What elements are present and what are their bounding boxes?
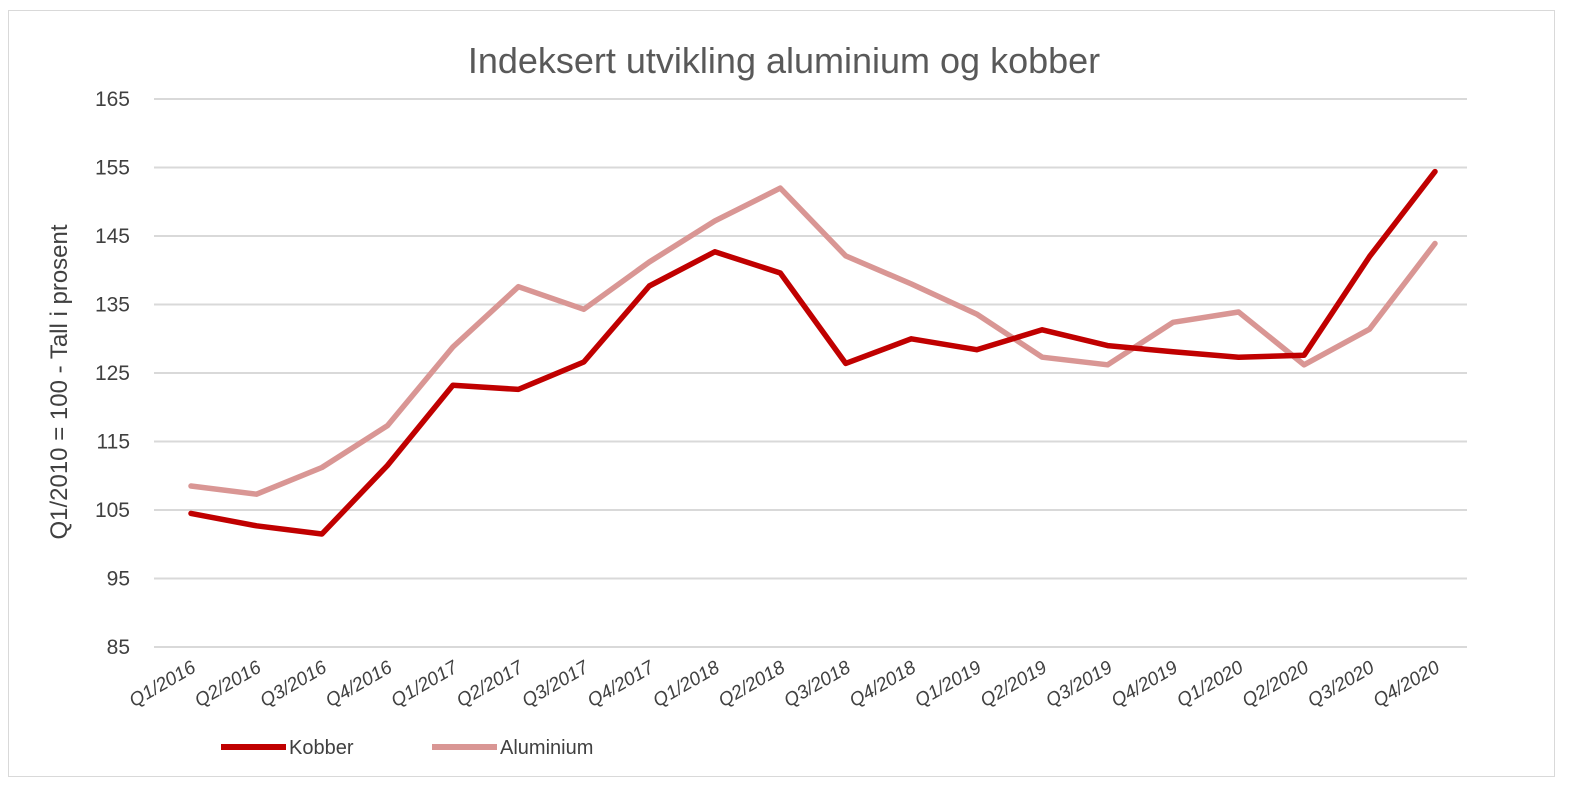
- y-tick-label: 165: [95, 88, 130, 111]
- x-tick-label: Q3/2020: [1304, 657, 1378, 712]
- x-tick-label: Q3/2019: [1042, 657, 1116, 712]
- legend-label-kobber: Kobber: [289, 737, 354, 759]
- x-tick-label: Q1/2018: [650, 657, 724, 712]
- chart-title: Indeksert utvikling aluminium og kobber: [468, 40, 1100, 81]
- y-axis-ticks: 165 155 145 135 125 115 105 95 85: [95, 88, 130, 659]
- x-tick-label: Q2/2018: [715, 657, 789, 712]
- line-chart: Indeksert utvikling aluminium og kobber …: [46, 40, 1467, 759]
- x-tick-label: Q4/2019: [1108, 657, 1182, 712]
- x-tick-label: Q3/2016: [257, 657, 331, 712]
- y-tick-label: 125: [95, 362, 130, 385]
- series-line-aluminium: [188, 185, 1438, 497]
- y-tick-label: 85: [107, 636, 130, 659]
- y-tick-label: 95: [107, 568, 130, 591]
- y-axis-title: Q1/2010 = 100 - Tall i prosent: [46, 224, 73, 539]
- x-tick-label: Q2/2019: [977, 657, 1051, 712]
- series-line-kobber: [188, 168, 1438, 537]
- series-lines: [188, 168, 1438, 537]
- x-tick-label: Q2/2017: [453, 656, 528, 711]
- x-tick-label: Q3/2017: [519, 656, 594, 711]
- legend-label-aluminium: Aluminium: [500, 737, 593, 759]
- x-axis-ticks: Q1/2016Q2/2016Q3/2016Q4/2016Q1/2017Q2/20…: [126, 656, 1444, 711]
- x-tick-label: Q1/2016: [126, 657, 200, 712]
- y-tick-label: 145: [95, 225, 130, 248]
- x-tick-label: Q1/2017: [388, 656, 463, 711]
- chart-frame: Indeksert utvikling aluminium og kobber …: [8, 10, 1555, 777]
- x-tick-label: Q4/2017: [584, 656, 659, 711]
- x-tick-label: Q2/2020: [1239, 657, 1313, 712]
- gridlines: [154, 98, 1467, 648]
- x-tick-label: Q3/2018: [781, 657, 855, 712]
- y-tick-label: 115: [97, 431, 130, 454]
- x-tick-label: Q4/2020: [1370, 657, 1444, 712]
- x-tick-label: Q1/2019: [912, 657, 986, 712]
- x-tick-label: Q4/2018: [846, 657, 920, 712]
- y-tick-label: 155: [95, 157, 130, 180]
- legend: Kobber Aluminium: [221, 737, 593, 759]
- y-tick-label: 105: [95, 499, 130, 522]
- x-tick-label: Q1/2020: [1173, 657, 1247, 712]
- x-tick-label: Q2/2016: [191, 657, 265, 712]
- x-tick-label: Q4/2016: [322, 657, 396, 712]
- y-tick-label: 135: [95, 294, 130, 317]
